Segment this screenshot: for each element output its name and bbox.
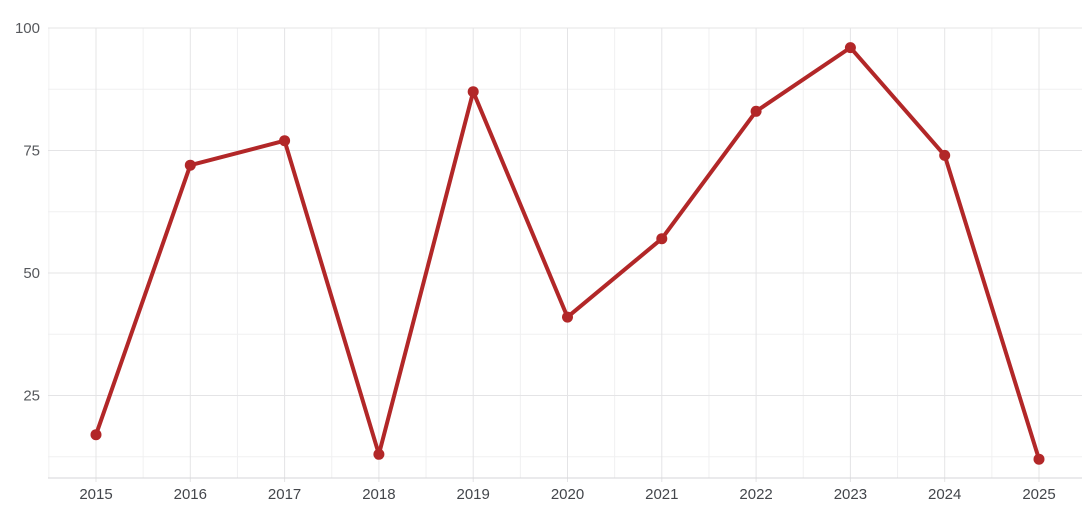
y-tick-label-100: 100: [15, 20, 40, 37]
x-tick-label-2016: 2016: [174, 486, 207, 503]
x-tick-label-2022: 2022: [739, 486, 772, 503]
data-point-2019[interactable]: [467, 86, 479, 98]
y-tick-label-25: 25: [23, 388, 40, 405]
data-point-2020[interactable]: [562, 311, 573, 323]
x-tick-label-2025: 2025: [1022, 486, 1055, 503]
x-tick-label-2023: 2023: [834, 486, 867, 503]
x-tick-label-2019: 2019: [457, 486, 490, 503]
y-tick-label-75: 75: [23, 143, 40, 160]
data-point-2017[interactable]: [279, 135, 291, 147]
data-point-2025[interactable]: [1033, 453, 1045, 465]
data-point-2018[interactable]: [373, 448, 385, 460]
x-tick-label-2015: 2015: [79, 486, 112, 503]
y-tick-label-50: 50: [23, 265, 40, 282]
data-point-2024[interactable]: [939, 149, 951, 161]
data-point-2021[interactable]: [656, 233, 668, 245]
data-point-2022[interactable]: [750, 105, 762, 117]
x-tick-label-2017: 2017: [268, 486, 301, 503]
data-point-2023[interactable]: [844, 42, 856, 54]
data-point-2016[interactable]: [184, 159, 196, 171]
x-tick-label-2020: 2020: [551, 486, 584, 503]
x-tick-label-2024: 2024: [928, 486, 961, 503]
x-tick-label-2021: 2021: [645, 486, 678, 503]
x-tick-label-2018: 2018: [362, 486, 395, 503]
data-point-2015[interactable]: [90, 429, 102, 441]
